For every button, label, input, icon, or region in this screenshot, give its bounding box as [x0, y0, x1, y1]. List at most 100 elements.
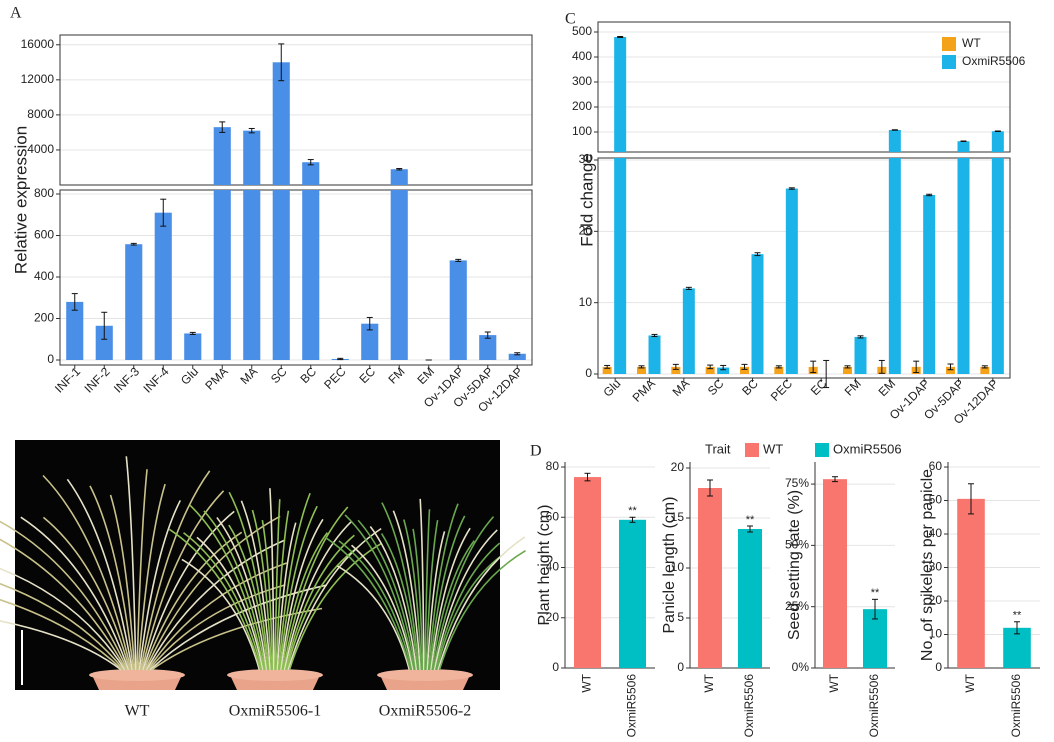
x-tick-label: Glu	[178, 364, 201, 387]
bar	[243, 131, 260, 185]
legend-label: WT	[962, 36, 981, 50]
y-tick-label: 5	[677, 610, 684, 624]
bar	[649, 335, 661, 374]
y-tick-label: 0	[585, 366, 592, 380]
legend-swatch	[745, 443, 759, 457]
x-tick-label: INF-4	[141, 364, 172, 395]
x-tick-label: FM	[385, 364, 407, 386]
x-tick-label: OxmiR5506	[625, 674, 639, 738]
bar	[391, 169, 408, 185]
panel-label: D	[530, 443, 542, 460]
x-tick-label: WT	[827, 673, 841, 692]
bar	[574, 477, 601, 668]
bar	[889, 158, 901, 374]
legend-label: OxmiR5506	[962, 54, 1026, 68]
bar	[302, 162, 319, 185]
bar	[614, 158, 626, 374]
bar	[992, 158, 1004, 374]
x-tick-label: EC	[356, 364, 378, 386]
y-axis-title: Seed setting rate (%)	[786, 490, 803, 640]
panel-label: A	[10, 5, 22, 22]
y-tick-label: 0	[552, 660, 559, 674]
bar	[698, 488, 722, 668]
legend-title: Trait	[705, 441, 731, 456]
x-tick-label: MA	[237, 364, 260, 387]
photo-label: OxmiR5506-2	[379, 703, 471, 720]
figure: A B C D WT OxmiR5506-1 OxmiR5506-2 02004…	[0, 0, 1054, 742]
y-tick-label: 16000	[21, 37, 55, 51]
plot-frame	[60, 35, 532, 185]
bar	[479, 335, 496, 360]
x-tick-label: INF-3	[111, 364, 142, 395]
x-tick-label: WT	[963, 673, 977, 692]
legend-swatch	[815, 443, 829, 457]
bar	[957, 499, 985, 668]
bar	[786, 189, 798, 374]
y-axis-title: Relative expression	[11, 126, 30, 274]
bar	[125, 244, 142, 360]
y-tick-label: 400	[572, 49, 592, 63]
y-axis-title: Panicle length (cm)	[661, 497, 678, 634]
bar	[855, 337, 867, 374]
y-tick-label: 80	[546, 459, 560, 473]
y-tick-label: 10	[579, 295, 593, 309]
bar	[614, 37, 626, 152]
significance: **	[1013, 610, 1022, 622]
y-tick-label: 4000	[27, 142, 54, 156]
bar	[738, 529, 762, 668]
bar	[683, 288, 695, 374]
x-tick-label: WT	[702, 673, 716, 692]
bar	[889, 130, 901, 152]
y-tick-label: 12000	[21, 72, 55, 86]
y-tick-label: 100	[572, 124, 592, 138]
x-tick-label: Glu	[600, 376, 623, 399]
y-tick-label: 200	[572, 99, 592, 113]
bar	[302, 190, 319, 360]
bar	[184, 333, 201, 360]
bar	[923, 195, 935, 374]
y-axis-title: Plant height (cm)	[536, 505, 553, 626]
x-tick-label: WT	[580, 673, 594, 692]
legend-label: WT	[763, 441, 783, 456]
x-tick-label: SC	[268, 364, 290, 386]
y-tick-label: 400	[34, 269, 54, 283]
bar	[214, 190, 231, 360]
y-tick-label: 0	[935, 660, 942, 674]
x-tick-label: INF-1	[52, 364, 83, 395]
bar	[992, 131, 1004, 152]
bar	[214, 127, 231, 185]
y-tick-label: 75%	[785, 476, 809, 490]
bar	[155, 213, 172, 360]
legend-swatch	[942, 37, 956, 51]
bar	[243, 190, 260, 360]
significance: **	[628, 505, 637, 517]
bar	[619, 520, 646, 668]
bar	[273, 190, 290, 360]
y-tick-label: 0	[47, 352, 54, 366]
y-tick-label: 600	[34, 228, 54, 242]
y-tick-label: 0	[677, 660, 684, 674]
x-tick-label: OxmiR5506	[742, 674, 756, 738]
x-tick-label: OxmiR5506	[1009, 674, 1023, 738]
pot-rim	[377, 669, 473, 681]
bar	[823, 479, 847, 668]
pot-rim	[227, 669, 323, 681]
x-tick-label: MA	[670, 376, 693, 399]
y-tick-label: 8000	[27, 107, 54, 121]
bar	[391, 190, 408, 360]
y-axis-title: Fold change	[577, 153, 596, 247]
x-tick-label: OxmiR5506	[867, 674, 881, 738]
x-tick-label: EM	[876, 376, 899, 399]
x-tick-label: BC	[297, 364, 319, 386]
y-tick-label: 800	[34, 186, 54, 200]
x-tick-label: SC	[705, 376, 727, 398]
x-tick-label: EM	[414, 364, 437, 387]
y-tick-label: 300	[572, 74, 592, 88]
y-tick-label: 20	[671, 460, 685, 474]
y-tick-label: 500	[572, 24, 592, 38]
x-tick-label: PEC	[768, 376, 796, 404]
x-tick-label: FM	[842, 376, 864, 398]
x-tick-label: PMA	[202, 364, 230, 392]
page: A B C D WT OxmiR5506-1 OxmiR5506-2 02004…	[0, 0, 1054, 742]
pot-rim	[89, 669, 185, 681]
